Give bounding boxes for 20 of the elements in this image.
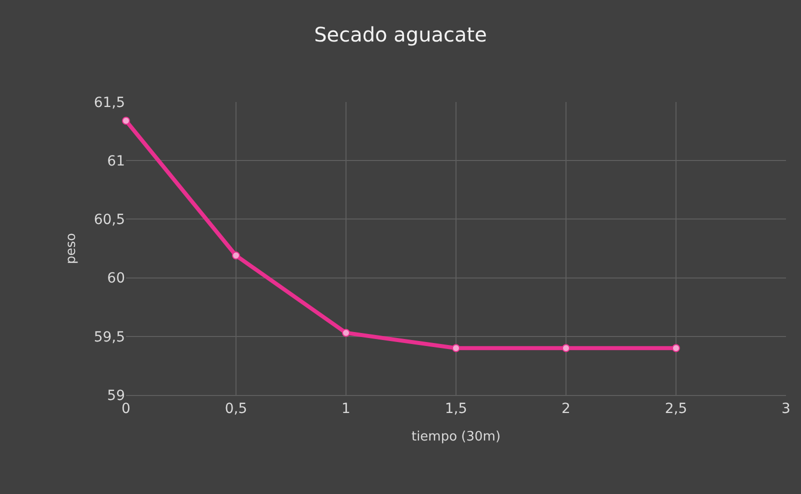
x-tick-label: 3	[782, 400, 790, 417]
y-tick-label: 61,5	[94, 94, 125, 111]
y-tick-label: 60,5	[94, 212, 125, 228]
x-tick-label: 1	[342, 400, 350, 417]
point	[562, 344, 570, 352]
y-tick-label: 59,5	[94, 329, 125, 346]
x-tick-label: 2,5	[664, 400, 688, 417]
x-tick-label: 0,5	[224, 400, 248, 417]
x-axis-title: tiempo (30m)	[411, 429, 501, 444]
y-axis-title: peso	[64, 232, 79, 264]
chart-title: Secado aguacate	[314, 22, 487, 47]
point	[342, 328, 350, 337]
x-tick-label: 1,5	[444, 400, 468, 417]
y-tick-label: 60	[107, 270, 125, 287]
point	[122, 116, 130, 125]
x-tick-label: 2	[562, 400, 570, 417]
point	[452, 344, 460, 352]
point	[232, 252, 240, 260]
point	[672, 344, 680, 352]
y-tick-label: 61	[107, 154, 125, 170]
